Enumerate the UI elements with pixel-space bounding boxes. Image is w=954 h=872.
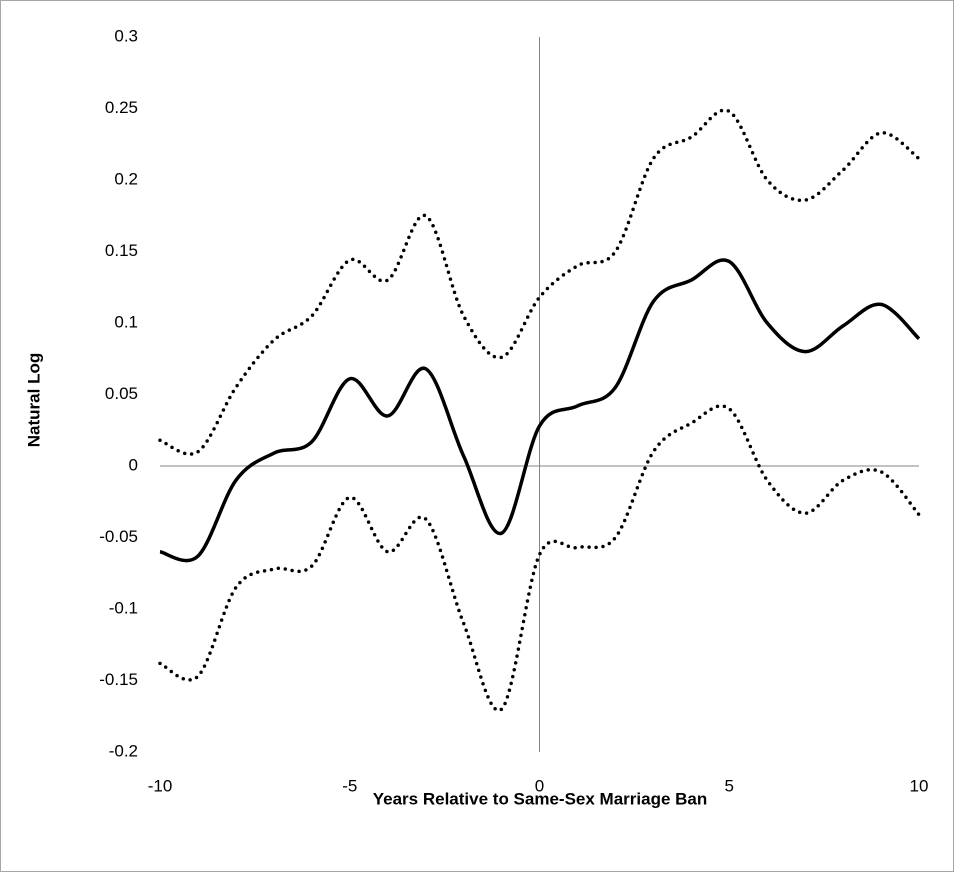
y-tick-label: 0.05 xyxy=(105,384,138,403)
x-tick-label: 10 xyxy=(910,776,929,795)
line-series xyxy=(158,404,921,713)
y-axis-title: Natural Log xyxy=(24,353,43,447)
line-series xyxy=(159,258,921,563)
y-tick-label: -0.15 xyxy=(99,670,138,689)
y-tick-label: 0.3 xyxy=(114,26,138,45)
y-tick-label: 0.2 xyxy=(114,169,138,188)
y-tick-label: -0.05 xyxy=(99,527,138,546)
x-tick-label: -5 xyxy=(342,776,357,795)
y-tick-label: 0.15 xyxy=(105,241,138,260)
y-tick-label: 0.25 xyxy=(105,98,138,117)
x-axis-title: Years Relative to Same-Sex Marriage Ban xyxy=(373,789,708,808)
x-tick-label: 5 xyxy=(725,776,734,795)
x-tick-label: -10 xyxy=(148,776,173,795)
y-tick-label: 0.1 xyxy=(114,312,138,331)
y-tick-label: -0.2 xyxy=(109,741,138,760)
y-tick-label: 0 xyxy=(129,455,138,474)
y-tick-label: -0.1 xyxy=(109,598,138,617)
x-tick-label: 0 xyxy=(535,776,544,795)
